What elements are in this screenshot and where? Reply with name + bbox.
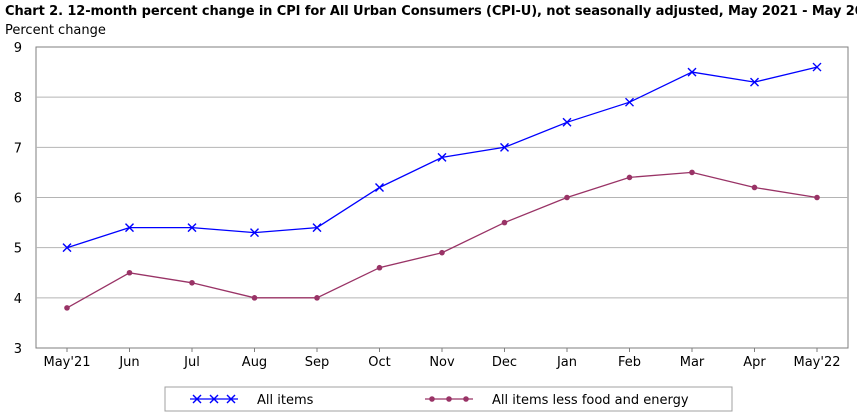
x-tick-label: Dec bbox=[492, 355, 517, 370]
x-tick-label: Apr bbox=[743, 355, 766, 370]
data-point bbox=[189, 279, 195, 286]
x-tick-label: Jul bbox=[183, 355, 200, 370]
x-tick-label: May'21 bbox=[44, 355, 91, 370]
data-point bbox=[501, 219, 508, 226]
x-tick-label: Nov bbox=[429, 355, 455, 370]
x-tick-label: May'22 bbox=[794, 355, 841, 370]
data-point bbox=[437, 152, 447, 162]
legend: All items All items less food and energy bbox=[164, 386, 733, 412]
legend-marker bbox=[192, 394, 202, 404]
y-tick-label: 3 bbox=[14, 342, 22, 357]
y-tick-label: 5 bbox=[14, 242, 22, 257]
x-tick-label: Feb bbox=[618, 355, 641, 370]
legend-marker bbox=[209, 394, 219, 404]
data-point bbox=[812, 62, 822, 72]
data-point bbox=[750, 77, 759, 87]
data-point bbox=[314, 295, 320, 301]
data-point bbox=[626, 174, 633, 181]
y-tick-label: 6 bbox=[14, 192, 22, 207]
data-point bbox=[625, 97, 634, 107]
gridlines bbox=[36, 96, 848, 299]
data-point bbox=[64, 305, 70, 311]
data-point bbox=[187, 223, 197, 233]
legend-symbol-core bbox=[425, 396, 473, 402]
data-point bbox=[312, 223, 322, 233]
data-point bbox=[751, 184, 758, 191]
chart-title: Chart 2. 12-month percent change in CPI … bbox=[5, 4, 857, 19]
data-point bbox=[126, 269, 133, 276]
data-point bbox=[376, 264, 383, 271]
x-tick-label: Jan bbox=[556, 355, 577, 370]
x-tick-label: Oct bbox=[368, 355, 390, 370]
data-point bbox=[564, 194, 570, 201]
y-tick-label: 4 bbox=[14, 292, 22, 307]
series-lines bbox=[62, 62, 822, 311]
x-tick-label: Mar bbox=[680, 355, 705, 370]
data-point bbox=[250, 228, 259, 238]
y-axis-label: Percent change bbox=[5, 23, 106, 38]
data-point bbox=[687, 67, 697, 77]
data-point bbox=[439, 249, 445, 256]
legend-marker bbox=[446, 396, 452, 402]
x-tick-label: Aug bbox=[242, 355, 267, 370]
legend-marker bbox=[226, 394, 236, 404]
data-point bbox=[814, 194, 820, 201]
y-tick-label: 8 bbox=[14, 91, 22, 106]
legend-label-all-items: All items bbox=[257, 393, 314, 408]
legend-label-core: All items less food and energy bbox=[492, 393, 689, 408]
x-tick-label: Sep bbox=[305, 355, 330, 370]
legend-symbol-all-items bbox=[190, 394, 238, 404]
y-tick-labels: 3 4 5 6 7 8 9 bbox=[14, 41, 22, 357]
data-point bbox=[375, 182, 384, 192]
x-tick-label: Jun bbox=[118, 355, 139, 370]
data-point bbox=[500, 142, 509, 152]
legend-marker bbox=[429, 396, 435, 402]
y-tick-label: 7 bbox=[14, 141, 22, 156]
data-point bbox=[251, 295, 258, 301]
x-tick-labels: May'21 Jun Jul Aug Sep Oct Nov Dec Jan Feb Mar Apr M… bbox=[44, 348, 841, 370]
legend-marker bbox=[463, 396, 469, 402]
data-point bbox=[125, 223, 134, 233]
data-point bbox=[562, 117, 572, 127]
data-point bbox=[62, 243, 72, 253]
data-point bbox=[689, 169, 695, 176]
y-tick-label: 9 bbox=[14, 41, 22, 56]
